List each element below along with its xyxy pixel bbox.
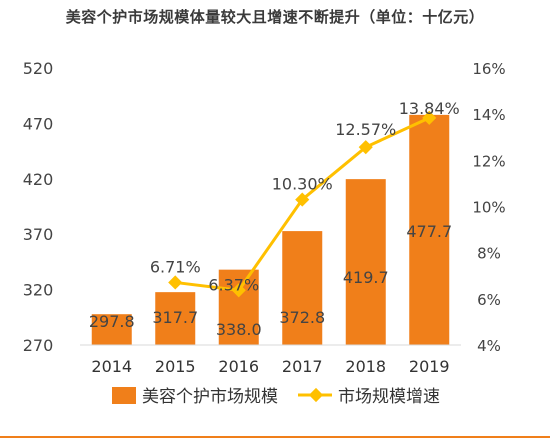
- growth-rate-label: 13.84%: [399, 99, 460, 118]
- right-axis-tick: 10%: [472, 199, 505, 217]
- growth-point: [295, 192, 310, 207]
- x-axis-tick: 2018: [345, 357, 386, 376]
- bar-value-label: 419.7: [343, 268, 389, 287]
- chart-title: 美容个护市场规模体量较大且增速不断提升（单位：十亿元）: [65, 8, 485, 26]
- growth-point: [422, 110, 437, 125]
- left-axis-tick: 270: [23, 336, 54, 355]
- legend-bar-label: 美容个护市场规模: [142, 387, 278, 407]
- right-axis-tick: 16%: [472, 60, 505, 78]
- bar-value-label: 317.7: [152, 308, 198, 327]
- growth-rate-label: 10.30%: [272, 175, 333, 194]
- growth-point: [358, 140, 373, 155]
- bar: [409, 114, 450, 345]
- growth-rate-label: 6.37%: [208, 275, 259, 294]
- x-axis-tick: 2015: [155, 357, 196, 376]
- right-axis-tick: 14%: [472, 106, 505, 124]
- bar: [155, 292, 196, 345]
- left-axis-tick: 470: [23, 114, 54, 133]
- left-axis-tick: 320: [23, 281, 54, 300]
- growth-point: [168, 275, 183, 290]
- legend-line-label: 市场规模增速: [338, 387, 440, 407]
- bar-value-label: 297.8: [89, 312, 135, 331]
- bar: [345, 179, 386, 345]
- legend-line-marker: [308, 387, 324, 403]
- x-axis-tick: 2016: [218, 357, 259, 376]
- bar: [91, 314, 132, 345]
- right-axis-tick: 8%: [477, 245, 501, 263]
- left-axis-tick: 420: [23, 170, 54, 189]
- growth-rate-label: 12.57%: [335, 120, 396, 139]
- bar: [218, 269, 259, 345]
- x-axis-tick: 2014: [91, 357, 132, 376]
- left-axis-tick: 520: [23, 59, 54, 78]
- bar-value-label: 338.0: [216, 320, 262, 339]
- right-axis-tick: 12%: [472, 152, 505, 170]
- growth-rate-label: 6.71%: [150, 257, 201, 276]
- growth-point: [231, 283, 246, 298]
- right-axis-tick: 6%: [477, 291, 501, 309]
- x-axis-tick: 2019: [409, 357, 450, 376]
- bar: [282, 231, 323, 345]
- left-axis-tick: 370: [23, 225, 54, 244]
- bar-value-label: 477.7: [406, 222, 452, 241]
- x-axis-tick: 2017: [282, 357, 323, 376]
- legend-bar-swatch: [112, 387, 136, 404]
- right-axis-tick: 4%: [477, 337, 501, 355]
- bar-value-label: 372.8: [279, 308, 325, 327]
